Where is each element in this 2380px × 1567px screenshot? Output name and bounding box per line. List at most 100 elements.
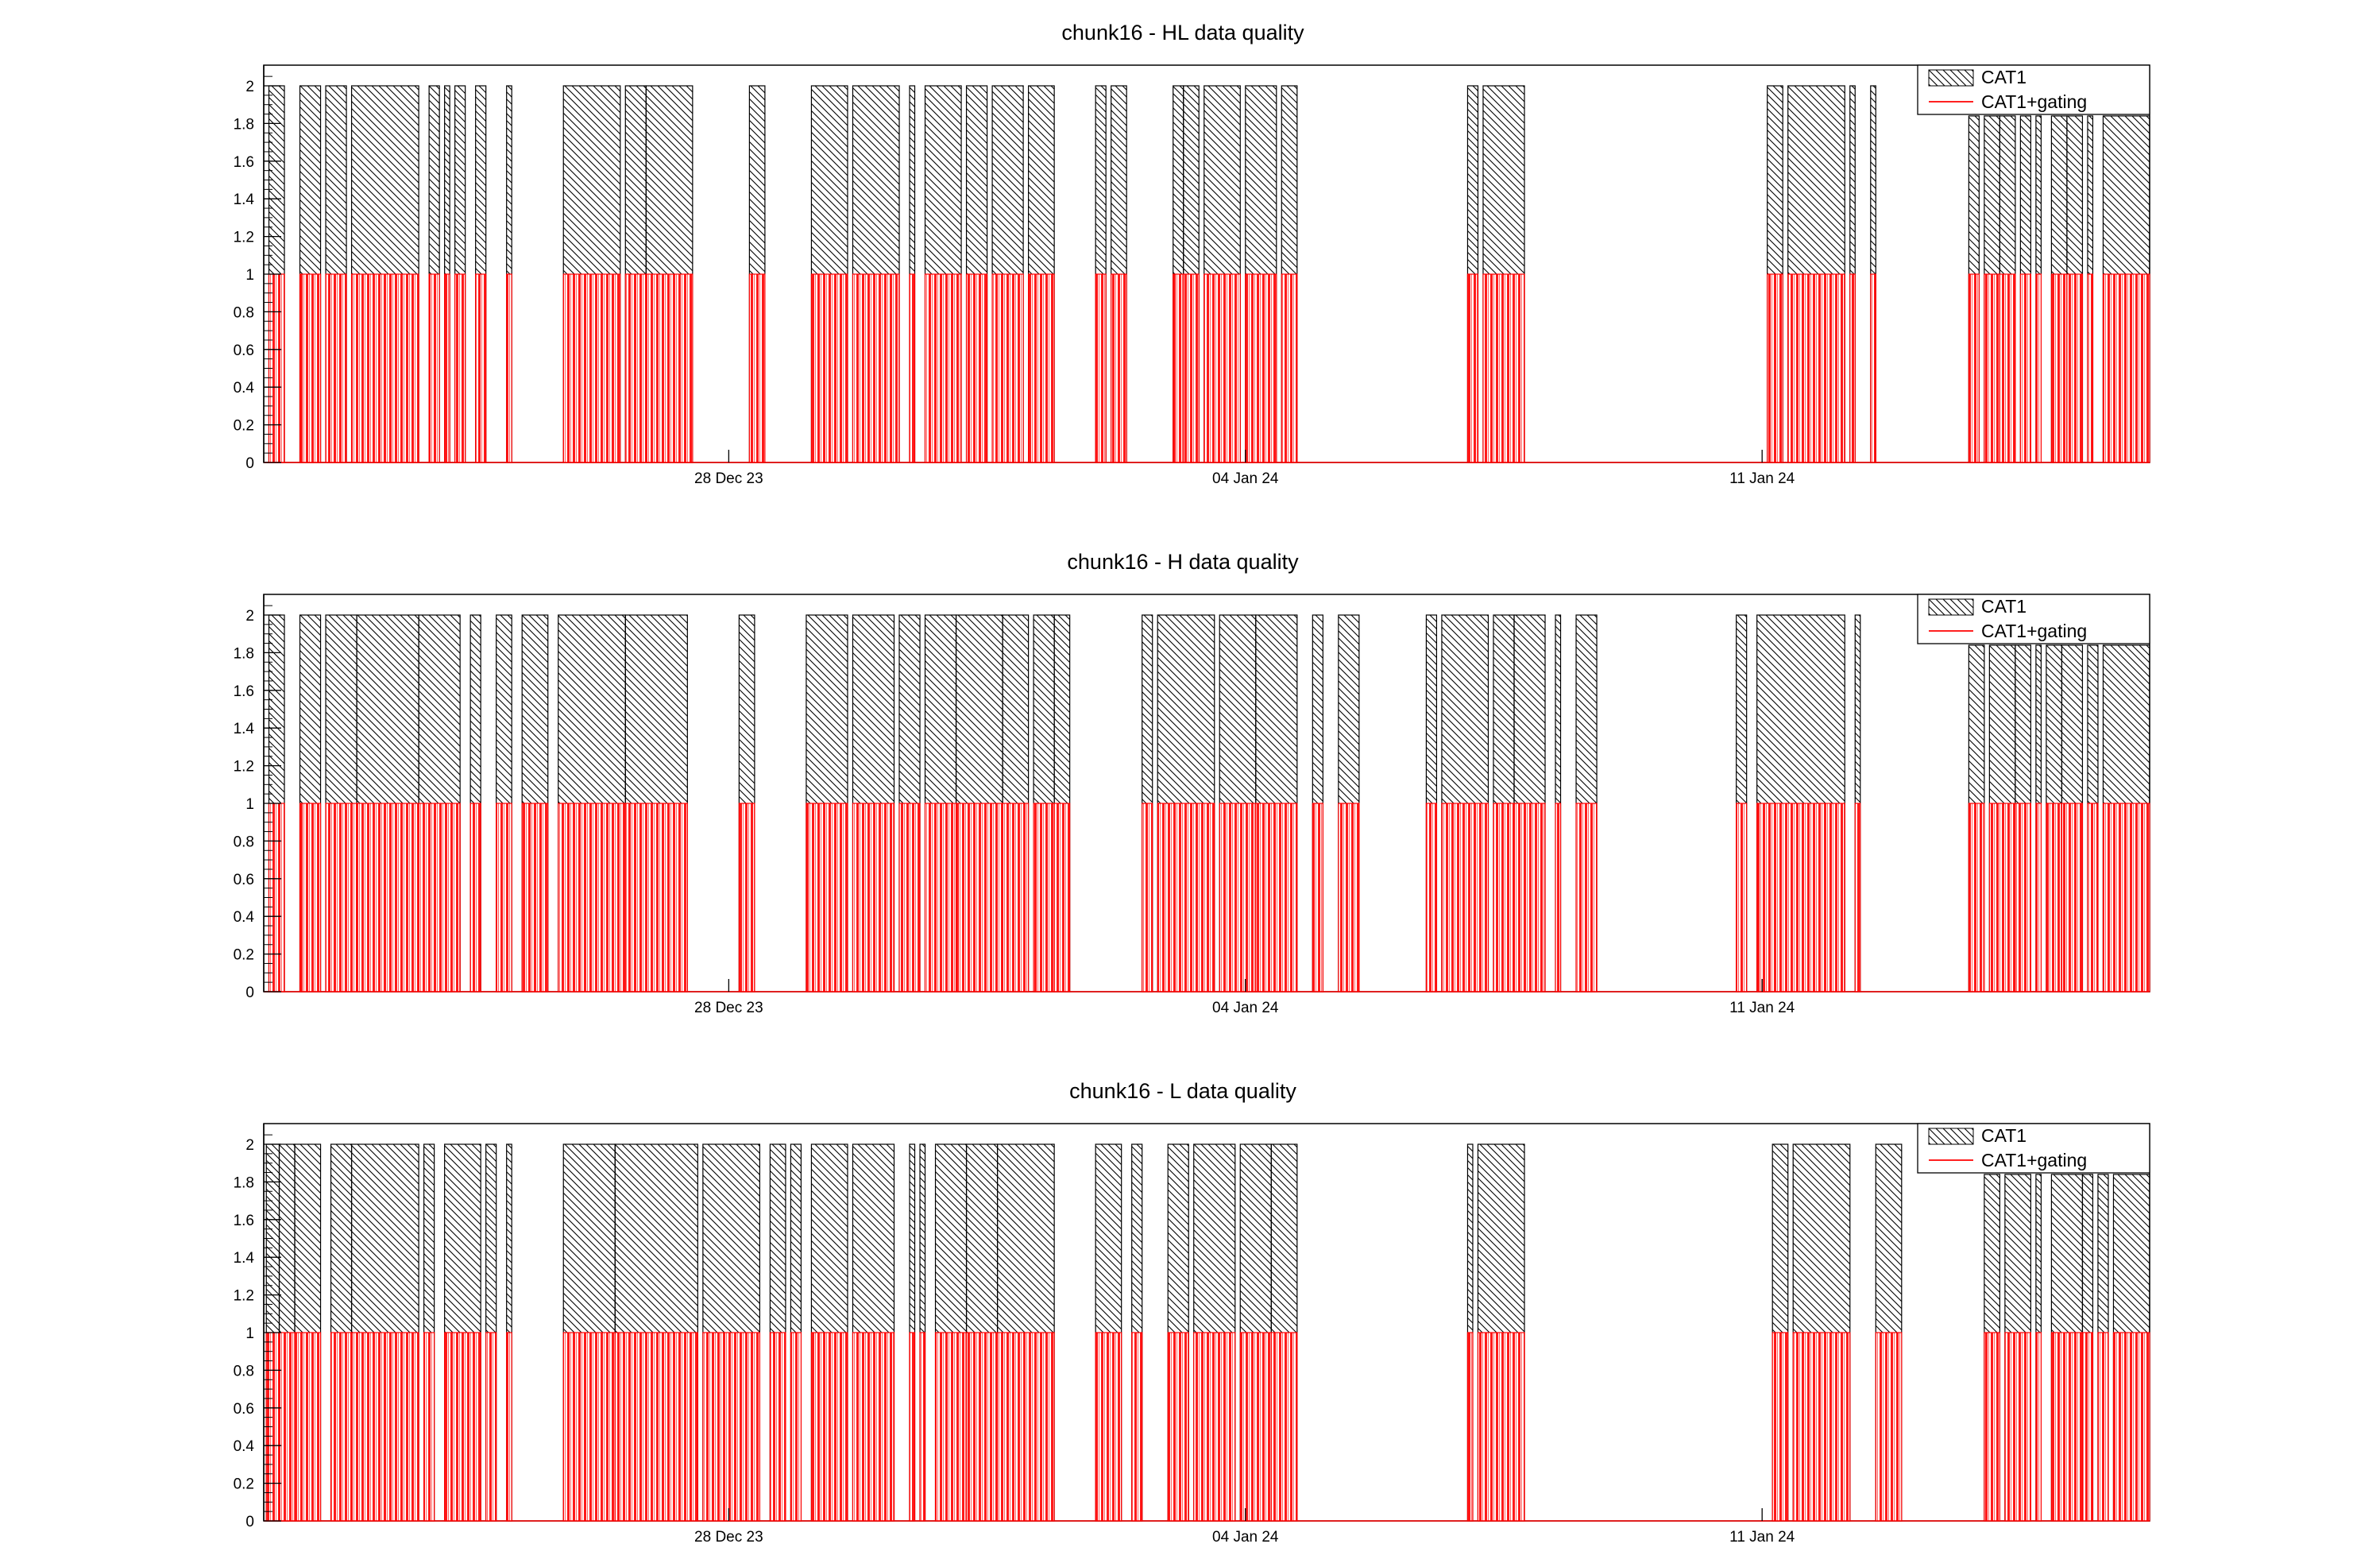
- legend-gating-label: CAT1+gating: [1981, 1150, 2087, 1170]
- cat1-gating-bar-38: [2046, 803, 2063, 992]
- y-tick-label: 0: [245, 455, 254, 472]
- cat1-gating-bar-41: [2102, 273, 2150, 463]
- cat1-gating-bar-34: [2035, 1332, 2042, 1522]
- cat1-gating-bar-4: [350, 1332, 419, 1522]
- cat1-gating-bar-10: [624, 273, 647, 463]
- y-tick-label: 2: [245, 79, 254, 95]
- cat1-gating-bar-33: [1854, 803, 1861, 992]
- cat1-gating-bar-25: [1239, 1332, 1272, 1522]
- cat1-gating-bar-17: [1033, 803, 1055, 992]
- cat1-gating-bar-7: [521, 803, 549, 992]
- y-tick-label: 1.4: [234, 1250, 255, 1267]
- cat1-gating-bar-28: [1482, 273, 1525, 463]
- cat1-gating-bar-2: [325, 273, 347, 463]
- cat1-gating-bar-18: [934, 1332, 968, 1522]
- cat1-gating-bar-14: [810, 1332, 848, 1522]
- cat1-gating-bar-19: [1142, 803, 1153, 992]
- cat1-gating-bar-22: [1131, 1332, 1143, 1522]
- y-tick-label: 0.6: [234, 1401, 254, 1418]
- legend-gating-label: CAT1+gating: [1981, 621, 2087, 641]
- cat1-gating-bar-10: [614, 1332, 698, 1522]
- cat1-gating-bar-36: [2081, 1332, 2094, 1522]
- cat1-gating-bar-5: [444, 273, 450, 463]
- cat1-gating-bar-7: [485, 1332, 497, 1522]
- cat1-gating-bar-5: [469, 803, 481, 992]
- y-tick-label: 1: [245, 1325, 254, 1342]
- cat1-gating-bar-28: [1513, 803, 1546, 992]
- x-tick-label: 11 Jan 24: [1729, 470, 1795, 487]
- cat1-gating-bar-10: [738, 803, 755, 992]
- chart-panel-0: chunk16 - HL data quality00.20.40.60.811…: [234, 21, 2150, 487]
- cat1-gating-bar-4: [418, 803, 461, 992]
- cat1-gating-bar-35: [1988, 803, 2016, 992]
- cat1-gating-bar-22: [1173, 273, 1184, 463]
- legend: CAT1 CAT1+gating: [1917, 64, 2150, 115]
- y-tick-label: 1.6: [234, 1213, 254, 1229]
- cat1-gating-bar-16: [1002, 803, 1030, 992]
- cat1-gating-bar-26: [1441, 803, 1489, 992]
- legend-cat1-label: CAT1: [1981, 1125, 2026, 1146]
- x-tick-label: 28 Dec 23: [694, 470, 763, 487]
- cat1-gating-bar-30: [1787, 273, 1845, 463]
- cat1-gating-bar-19: [1028, 273, 1055, 463]
- cat1-gating-bar-25: [1425, 803, 1438, 992]
- cat1-gating-bar-37: [2035, 273, 2042, 463]
- cat1-gating-bar-21: [1095, 1332, 1122, 1522]
- cat1-gating-bar-18: [991, 273, 1024, 463]
- cat1-gating-bar-28: [1477, 1332, 1525, 1522]
- legend-cat1-swatch: [1928, 598, 1974, 616]
- cat1-gating-bar-18: [1053, 803, 1071, 992]
- y-tick-label: 0.4: [234, 909, 255, 926]
- legend-gating-label: CAT1+gating: [1981, 91, 2087, 112]
- cat1-gating-bar-1: [299, 273, 322, 463]
- cat1-gating-bar-8: [506, 1332, 512, 1522]
- y-tick-label: 1: [245, 796, 254, 813]
- legend-cat1-swatch: [1928, 69, 1974, 87]
- cat1-gating-bar-6: [496, 803, 512, 992]
- cat1-gating-bar-31: [1736, 803, 1748, 992]
- panels-group: chunk16 - HL data quality00.20.40.60.811…: [234, 21, 2150, 1546]
- y-tick-label: 0.2: [234, 418, 254, 435]
- cat1-gating-bar-34: [1984, 273, 2000, 463]
- cat1-gating-bar-21: [1111, 273, 1127, 463]
- cat1-gating-bar-23: [1167, 1332, 1189, 1522]
- y-tick-label: 1.6: [234, 154, 254, 171]
- x-tick-label: 11 Jan 24: [1729, 1529, 1795, 1546]
- cat1-gating-bar-3: [350, 273, 419, 463]
- y-tick-label: 0.6: [234, 872, 254, 888]
- cat1-gating-bar-33: [2004, 1332, 2032, 1522]
- cat1-gating-bar-39: [2066, 273, 2084, 463]
- y-tick-label: 1: [245, 267, 254, 284]
- cat1-gating-bar-20: [1157, 803, 1215, 992]
- cat1-gating-bar-12: [769, 1332, 786, 1522]
- cat1-gating-bar-23: [1183, 273, 1200, 463]
- cat1-gating-bar-2: [325, 803, 357, 992]
- cat1-gating-bar-14: [924, 803, 957, 992]
- cat1-gating-bar-17: [919, 1332, 926, 1522]
- cat1-gating-bar-15: [852, 1332, 895, 1522]
- cat1-gating-bar-26: [1281, 273, 1298, 463]
- y-tick-label: 1.2: [234, 1288, 254, 1305]
- y-tick-label: 0.4: [234, 380, 255, 397]
- cat1-gating-bar-24: [1338, 803, 1360, 992]
- cat1-gating-bar-23: [1312, 803, 1323, 992]
- cat1-gating-bar-41: [2102, 803, 2150, 992]
- x-tick-label: 04 Jan 24: [1212, 1000, 1279, 1016]
- cat1-gating-bar-9: [562, 273, 621, 463]
- cat1-gating-bar-27: [1466, 1332, 1474, 1522]
- cat1-gating-bar-27: [1493, 803, 1515, 992]
- cat1-gating-bar-16: [909, 1332, 916, 1522]
- cat1-gating-bar-29: [1771, 1332, 1789, 1522]
- cat1-gating-bar-29: [1767, 273, 1783, 463]
- y-tick-label: 1.8: [234, 645, 254, 662]
- y-tick-label: 1.6: [234, 683, 254, 700]
- series-CAT1+gating: [265, 1332, 2150, 1522]
- cat1-gating-bar-15: [909, 273, 916, 463]
- cat1-gating-bar-20: [1095, 273, 1107, 463]
- y-tick-label: 1.2: [234, 759, 254, 776]
- series-CAT1+gating: [268, 803, 2150, 992]
- cat1-gating-bar-24: [1204, 273, 1241, 463]
- y-tick-label: 0.8: [234, 1363, 254, 1379]
- cat1-gating-bar-32: [1870, 273, 1876, 463]
- cat1-gating-bar-25: [1245, 273, 1277, 463]
